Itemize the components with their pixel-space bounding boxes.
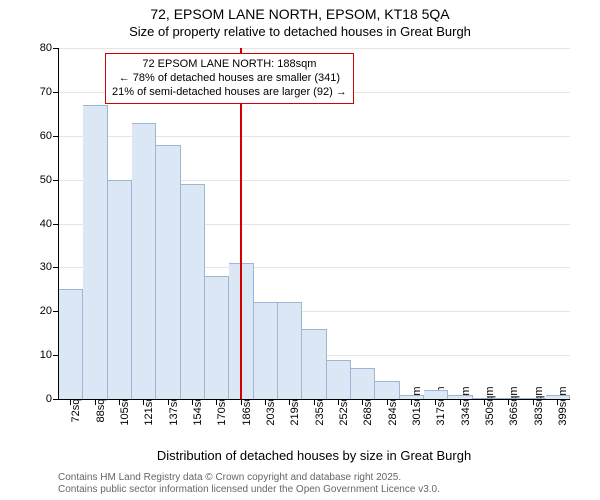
title-sub: Size of property relative to detached ho… bbox=[0, 24, 600, 39]
footer-line-1: Contains HM Land Registry data © Crown c… bbox=[58, 472, 440, 484]
histogram-bar bbox=[351, 368, 375, 399]
histogram-bar bbox=[254, 302, 278, 399]
histogram-bar bbox=[132, 123, 156, 399]
histogram-bar bbox=[546, 395, 570, 399]
annotation-line-1: 72 EPSOM LANE NORTH: 188sqm bbox=[112, 58, 347, 72]
chart-container: 72, EPSOM LANE NORTH, EPSOM, KT18 5QA Si… bbox=[0, 0, 600, 500]
histogram-bar bbox=[59, 289, 83, 399]
x-axis-label: Distribution of detached houses by size … bbox=[58, 448, 570, 463]
y-tick-label: 40 bbox=[22, 218, 52, 230]
histogram-bar bbox=[400, 395, 424, 399]
y-tick-label: 80 bbox=[22, 42, 52, 54]
y-axis-ticks: 01020304050607080 bbox=[0, 48, 58, 400]
annotation-line-2: ← 78% of detached houses are smaller (34… bbox=[112, 72, 347, 86]
y-tick-label: 70 bbox=[22, 86, 52, 98]
footer-text: Contains HM Land Registry data © Crown c… bbox=[58, 472, 440, 496]
footer-line-2: Contains public sector information licen… bbox=[58, 484, 440, 496]
x-axis-ticks: 72sqm88sqm105sqm121sqm137sqm154sqm170sqm… bbox=[58, 400, 570, 446]
y-tick-label: 50 bbox=[22, 174, 52, 186]
plot-area: 72 EPSOM LANE NORTH: 188sqm ← 78% of det… bbox=[58, 48, 570, 400]
histogram-bar bbox=[521, 398, 545, 399]
histogram-bar bbox=[181, 184, 205, 399]
histogram-bar bbox=[424, 390, 448, 399]
histogram-bar bbox=[302, 329, 326, 399]
y-tick-label: 30 bbox=[22, 261, 52, 273]
histogram-bar bbox=[448, 395, 472, 399]
histogram-bar bbox=[327, 360, 351, 399]
histogram-bar bbox=[375, 381, 399, 399]
histogram-bar bbox=[205, 276, 229, 399]
annotation-line-3: 21% of semi-detached houses are larger (… bbox=[112, 86, 347, 100]
y-tick-label: 60 bbox=[22, 130, 52, 142]
histogram-bar bbox=[278, 302, 302, 399]
histogram-bar bbox=[156, 145, 180, 399]
annotation-box: 72 EPSOM LANE NORTH: 188sqm ← 78% of det… bbox=[105, 53, 354, 104]
histogram-bar bbox=[108, 180, 132, 399]
histogram-bar bbox=[83, 105, 107, 399]
title-main: 72, EPSOM LANE NORTH, EPSOM, KT18 5QA bbox=[0, 6, 600, 22]
y-tick-label: 10 bbox=[22, 349, 52, 361]
histogram-bar bbox=[497, 398, 521, 399]
y-tick-label: 0 bbox=[22, 393, 52, 405]
y-tick-label: 20 bbox=[22, 305, 52, 317]
histogram-bar bbox=[473, 398, 497, 399]
